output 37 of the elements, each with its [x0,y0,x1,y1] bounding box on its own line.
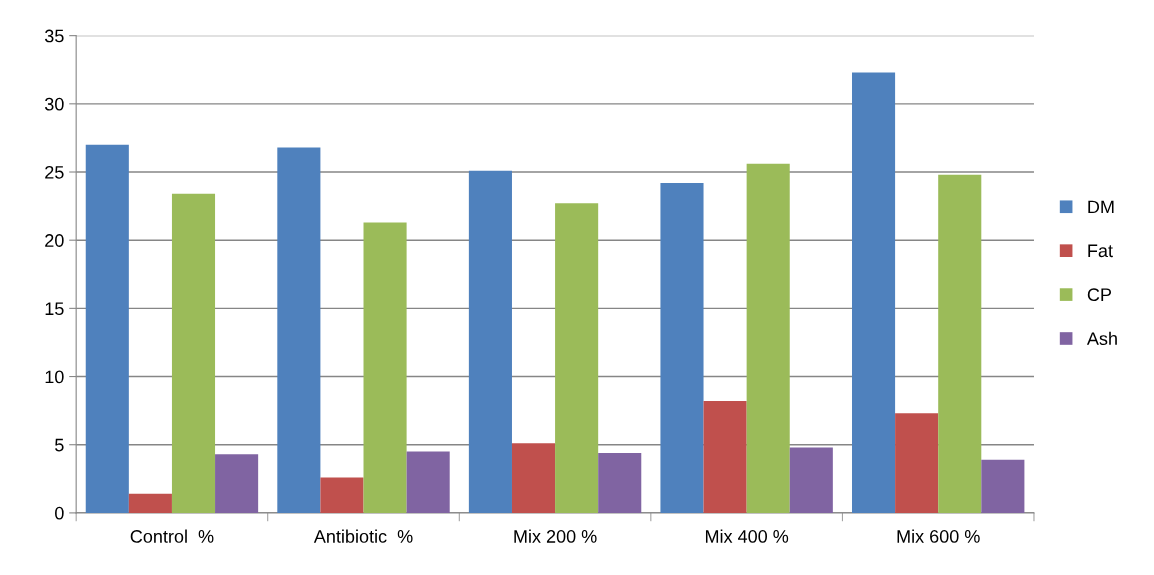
y-tick-label: 10 [45,370,64,384]
y-tick-label: 20 [45,234,64,247]
bar [277,147,321,513]
bar [511,443,556,513]
bar [852,72,896,513]
bar [938,174,982,513]
legend-label: Fat [1088,244,1113,258]
x-tick-label: Mix 400 % [705,529,789,543]
bar [598,452,642,513]
bar [363,222,407,513]
bar [703,401,747,513]
bar [468,170,512,513]
bar [215,454,259,513]
bar [406,451,450,513]
bar [320,477,364,513]
bar [555,203,599,513]
bar [746,163,790,513]
bar [789,447,833,513]
bar [895,413,939,513]
y-tick-label: 5 [55,438,64,452]
x-tick-label: Antibiotic % [313,529,413,543]
bar [128,493,172,513]
y-tick-label: 30 [44,97,64,111]
x-tick-label: Control % [130,529,214,543]
x-tick-label: Mix 200 % [514,529,597,543]
y-tick-label: 15 [45,302,64,316]
legend-label: Ash [1086,331,1117,345]
bar [171,193,216,513]
legend-label: CP [1087,288,1112,302]
bar [85,144,129,513]
x-tick-label: Mix 600 % [897,529,980,543]
bar [660,182,704,513]
y-tick-label: 25 [45,165,64,179]
legend-label: DM [1088,200,1114,214]
bar [981,459,1025,513]
y-tick-label: 0 [55,506,64,520]
y-tick-label: 35 [44,29,64,43]
